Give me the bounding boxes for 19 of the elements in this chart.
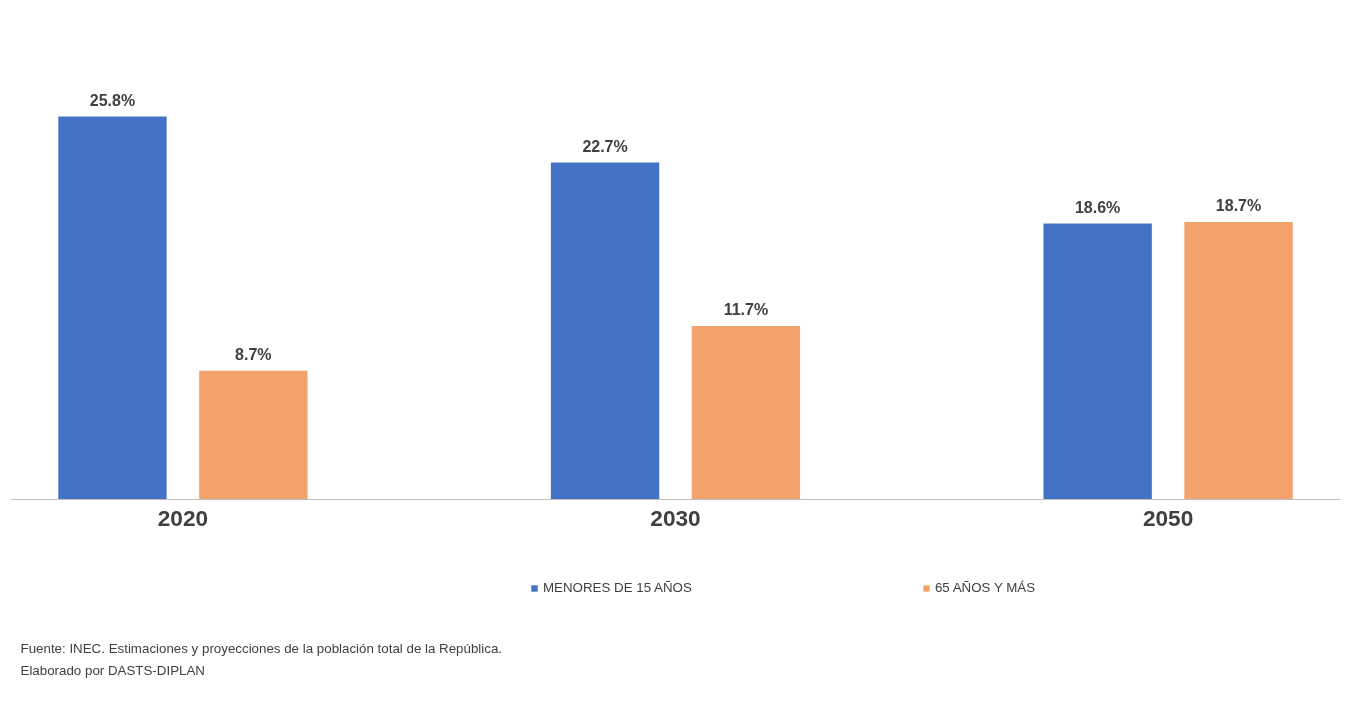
x-tick-label: 2020 — [157, 504, 209, 531]
data-label: 8.7% — [235, 345, 272, 363]
data-label: 11.7% — [723, 301, 769, 319]
data-label: 18.6% — [1074, 198, 1121, 216]
bar — [199, 370, 308, 500]
text: Elaborado por DASTS-DIPLAN — [20, 662, 205, 678]
data-label: 22.7% — [582, 137, 628, 155]
source-note: Fuente: INEC. Estimaciones y proyecciones de la población total de la República. — [20, 640, 503, 656]
bar — [58, 116, 167, 500]
legend-label: 65 AÑOS Y MÁS — [934, 580, 1036, 595]
bar — [1043, 223, 1152, 500]
bar — [550, 162, 660, 500]
bar — [691, 326, 801, 500]
legend-label: MENORES DE 15 AÑOS — [543, 580, 692, 595]
x-tick-label: 2050 — [1142, 504, 1194, 531]
data-label: 18.7% — [1215, 197, 1262, 215]
x-tick-label: 2030 — [650, 504, 701, 531]
data-label: 25.8% — [89, 91, 136, 109]
bar — [1184, 222, 1293, 500]
